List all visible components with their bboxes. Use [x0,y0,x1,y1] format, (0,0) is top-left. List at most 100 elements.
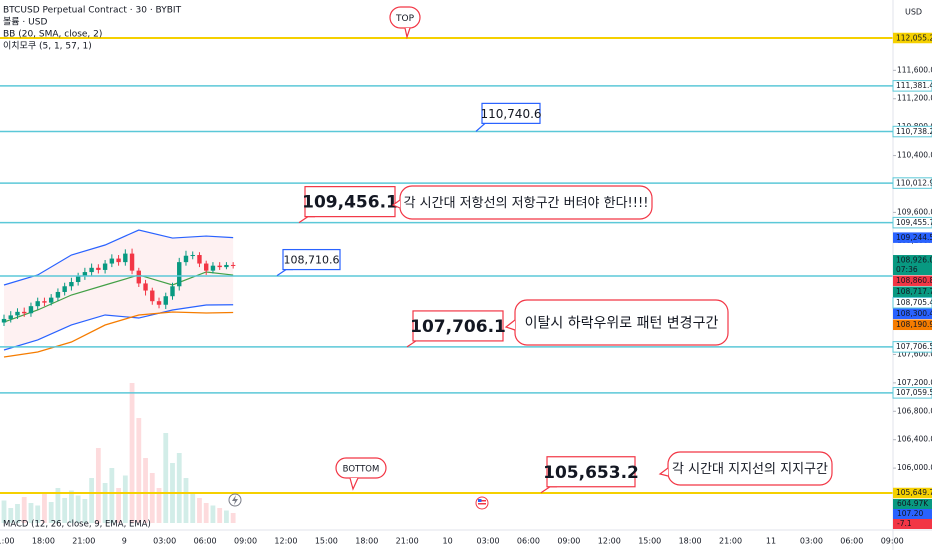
x-tick-label: 06:00 [840,537,863,546]
callout-box [282,248,341,271]
candle-body [82,272,88,277]
x-tick-label: 21:00 [72,537,95,546]
x-tick-label: 03:00 [477,537,500,546]
price-tag-label: 108,926.0 [896,256,932,265]
volume-bar [35,505,41,523]
pane-tag-label: 604.97K [897,499,929,508]
axis-layer: 106,000.0106,400.0106,800.0107,200.0107,… [892,32,932,529]
volume-bar [197,498,202,523]
candle-body [55,291,61,298]
ichimoku-line [3,311,234,358]
x-tick-label: 12:00 [598,537,621,546]
price-tag [893,275,932,287]
y-tick-label: 107,200.0 [897,378,932,387]
volume-bar [28,503,34,523]
note-text: 이탈시 하락우위로 패턴 변경구간 [525,316,719,332]
volume-bar [42,493,47,523]
flag-icon [475,496,489,510]
price-tag [892,80,932,92]
callout-label: 105,653.2 [543,463,639,483]
indicator-label: 볼륨 · USD [3,17,47,28]
price-tag [893,255,932,276]
price-tag-label: 105,649.7 [896,488,932,497]
volume-bar [230,513,236,523]
price-tag-label: 108,717.7 [896,287,932,296]
note-text: BOTTOM [343,465,380,475]
x-tick-label: 09:00 [234,537,257,546]
pane-tag-label: -7.1 [897,519,912,528]
volume-bar [69,490,74,523]
candle-body [116,258,121,263]
pane-tag-label: 107.20 [897,509,923,518]
note-pointer [504,319,516,331]
volume-bar [102,483,108,523]
volume-bar [136,418,142,523]
price-tag-label: 109,244.5 [896,233,932,242]
x-tick-label: 15:00 [315,537,338,546]
candle-body [35,301,40,307]
price-tag [893,487,932,499]
x-tick-label: 21:00 [0,537,15,546]
volume-bar [224,510,229,523]
price-tag [892,177,932,189]
candle-body [210,265,216,271]
note-text: 각 시간대 지지선의 지지구간 [672,462,828,477]
price-tag-label: 109,455.7 [896,218,932,227]
volume-bar [1,500,7,523]
candle-body [42,301,47,303]
pane-tag [893,519,932,529]
candle-body [150,290,155,302]
candle-body [62,286,67,292]
volume-bar [21,497,27,523]
price-tag [893,232,932,243]
x-tick-label: 09:00 [881,537,904,546]
note-bubble [335,457,387,479]
callout-box [412,310,504,342]
candle-body [109,258,115,264]
price-tag [893,319,932,331]
volume-bar [163,433,169,523]
bb-fill [4,230,234,350]
price-tag-label: 107,059.5 [896,388,932,397]
volume-bar [183,478,189,523]
x-tick-label: 15:00 [638,537,661,546]
bb-upper [3,229,234,286]
event-icon [228,493,242,507]
volume-bar [48,502,54,523]
callout-box [481,102,541,124]
candle-body [129,253,135,271]
price-tag-label: 110,012.9 [896,178,932,187]
volume-bar [75,495,81,523]
pane-tag [893,499,932,509]
y-tick-label: 111,600.0 [897,65,932,74]
x-tick-label: 06:00 [517,537,540,546]
candle-body [197,255,202,264]
candle-body [190,255,195,257]
candle-body [69,282,74,287]
price-tag [892,125,932,138]
x-tick-label: 03:00 [153,537,176,546]
y-tick-label: 111,200.0 [897,94,932,103]
candle-body [143,283,148,291]
price-tag-label: 108,860.8 [896,276,932,285]
note-text: TOP [395,14,415,24]
x-tick-label: 18:00 [679,537,702,546]
price-tag-countdown: 07:36 [896,265,918,274]
candle-body [22,311,27,314]
candle-body [89,267,94,273]
bb-lower [3,304,234,351]
volume-bar [190,493,196,523]
x-tick-label: 18:00 [32,537,55,546]
price-tag [893,308,932,320]
x-tick-label: 12:00 [274,537,297,546]
volume-bar [62,498,68,523]
candle-body [230,264,236,266]
volume-bar [129,383,135,523]
price-tag [892,297,932,309]
candle-body [75,276,81,283]
y-tick-label: 107,600.0 [897,349,932,358]
candle-body [204,263,209,271]
x-tick-label: 03:00 [800,537,823,546]
volume-bar [203,503,209,523]
callout-box [304,186,396,218]
